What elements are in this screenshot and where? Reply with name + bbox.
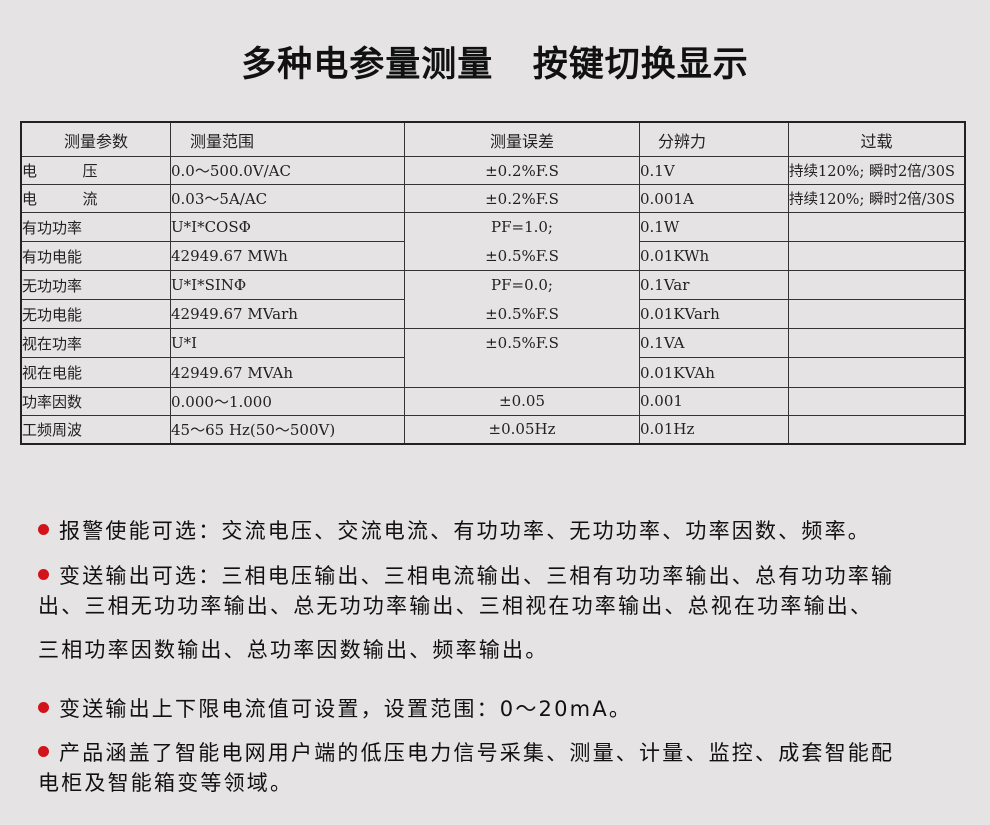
error-line: ±0.5%F.S — [485, 334, 559, 353]
header-param: 测量参数 — [20, 121, 171, 157]
error-cell: ±0.2%F.S — [404, 156, 640, 185]
bullet-text: 出、三相无功功率输出、总无功功率输出、三相视在功率输出、总视在功率输出、 — [38, 594, 874, 618]
param-cell: 有功电能 — [20, 241, 171, 272]
page-title: 多种电参量测量 按键切换显示 — [241, 45, 749, 85]
bullet-transmit-output: 变送输出可选：三相电压输出、三相电流输出、三相有功功率输出、总有功功率输 出、三… — [38, 562, 958, 664]
resolution-cell: 0.1Var — [639, 270, 789, 301]
resolution-cell: 0.01KWh — [639, 241, 789, 272]
resolution-cell: 0.1W — [639, 211, 789, 243]
table-row: 无功功率 U*I*SINΦ PF=0.0; ±0.5%F.S 0.1Var — [20, 270, 966, 330]
overload-cell: 持续120%; 瞬时2倍/30S — [788, 184, 966, 213]
error-line: PF=1.0; — [491, 218, 553, 236]
header-resolution: 分辨力 — [639, 121, 789, 157]
bullet-dot-icon — [38, 746, 49, 757]
table-header-row: 测量参数 测量范围 测量误差 分辨力 过载 — [20, 121, 966, 157]
table-row: 视在电能 42949.67 MVAh 0.01KVAh — [20, 357, 966, 388]
param-label: 电 压 — [22, 162, 98, 180]
error-line: ±0.5%F.S — [485, 304, 559, 323]
table-row: 有功电能 42949.67 MWh 0.01KWh — [20, 241, 966, 272]
param-cell: 无功功率 — [20, 270, 171, 301]
resolution-cell: 0.01Hz — [639, 414, 789, 445]
range-cell: 0.03～5A/AC — [170, 184, 405, 213]
range-cell: 42949.67 MVarh — [170, 299, 405, 330]
table-row: 功率因数 0.000～1.000 ±0.05 0.001 — [20, 386, 966, 416]
param-cell: 视在功率 — [20, 328, 171, 359]
resolution-cell: 0.001 — [639, 386, 789, 416]
error-cell: ±0.05Hz — [404, 414, 640, 445]
overload-cell — [788, 270, 966, 301]
bullet-text: 电柜及智能箱变等领域。 — [38, 771, 294, 795]
range-cell: 45～65 Hz(50～500V) — [170, 414, 405, 445]
overload-cell — [788, 414, 966, 445]
range-cell: 0.000～1.000 — [170, 386, 405, 416]
param-cell: 电 流 — [20, 184, 171, 213]
overload-cell — [788, 328, 966, 359]
overload-cell — [788, 299, 966, 330]
bullet-alarm: 报警使能可选：交流电压、交流电流、有功功率、无功功率、功率因数、频率。 — [38, 517, 958, 545]
table-row: 工频周波 45～65 Hz(50～500V) ±0.05Hz 0.01Hz — [20, 414, 966, 445]
table-row: 电 压 0.0～500.0V/AC ±0.2%F.S 0.1V 持续120%; … — [20, 156, 966, 185]
header-overload: 过载 — [788, 121, 966, 157]
bullet-text: 报警使能可选：交流电压、交流电流、有功功率、无功功率、功率因数、频率。 — [59, 519, 871, 543]
spec-table: 测量参数 测量范围 测量误差 分辨力 过载 电 压 0.0～500.0V/AC … — [20, 121, 966, 445]
bullet-text: 三相功率因数输出、总功率因数输出、频率输出。 — [38, 638, 549, 662]
header-error: 测量误差 — [404, 121, 640, 157]
range-cell: 0.0～500.0V/AC — [170, 156, 405, 185]
param-cell: 功率因数 — [20, 386, 171, 416]
resolution-cell: 0.01KVAh — [639, 357, 789, 388]
range-cell: U*I*COSΦ — [170, 211, 405, 243]
range-cell: 42949.67 MVAh — [170, 357, 405, 388]
range-cell: 42949.67 MWh — [170, 241, 405, 272]
bullet-text: 变送输出可选：三相电压输出、三相电流输出、三相有功功率输出、总有功功率输 — [59, 564, 895, 588]
param-cell: 无功电能 — [20, 299, 171, 330]
error-line: PF=0.0; — [491, 276, 553, 295]
overload-cell — [788, 211, 966, 243]
overload-cell — [788, 386, 966, 416]
error-line: ±0.5%F.S — [485, 246, 559, 265]
resolution-cell: 0.001A — [639, 184, 789, 213]
header-range: 测量范围 — [170, 121, 405, 157]
bullet-current-limit: 变送输出上下限电流值可设置，设置范围：0～20mA。 — [38, 695, 958, 723]
error-line — [405, 358, 639, 387]
table-row: 视在功率 U*I ±0.5%F.S 0.1VA — [20, 328, 966, 388]
resolution-cell: 0.01KVarh — [639, 299, 789, 330]
resolution-cell: 0.1VA — [639, 328, 789, 359]
error-cell-merged: PF=1.0; ±0.5%F.S — [404, 211, 640, 272]
overload-cell — [788, 241, 966, 272]
resolution-cell: 0.1V — [639, 156, 789, 185]
error-cell-merged: PF=0.0; ±0.5%F.S — [404, 270, 640, 330]
bullet-dot-icon — [38, 569, 49, 580]
bullet-text: 变送输出上下限电流值可设置，设置范围：0～20mA。 — [59, 697, 633, 721]
error-cell: ±0.05 — [404, 386, 640, 416]
param-cell: 电 压 — [20, 156, 171, 185]
overload-cell — [788, 357, 966, 388]
param-cell: 有功功率 — [20, 211, 171, 243]
error-cell: ±0.2%F.S — [404, 184, 640, 213]
param-cell: 工频周波 — [20, 414, 171, 445]
table-row: 无功电能 42949.67 MVarh 0.01KVarh — [20, 299, 966, 330]
range-cell: U*I — [170, 328, 405, 359]
bullet-dot-icon — [38, 702, 49, 713]
bullet-dot-icon — [38, 524, 49, 535]
bullet-product-scope: 产品涵盖了智能电网用户端的低压电力信号采集、测量、计量、监控、成套智能配 电柜及… — [38, 739, 958, 797]
param-label: 电 流 — [22, 190, 98, 208]
param-cell: 视在电能 — [20, 357, 171, 388]
error-cell-merged: ±0.5%F.S — [404, 328, 640, 388]
range-cell: U*I*SINΦ — [170, 270, 405, 301]
table-row: 电 流 0.03～5A/AC ±0.2%F.S 0.001A 持续120%; 瞬… — [20, 184, 966, 213]
table-row: 有功功率 U*I*COSΦ PF=1.0; ±0.5%F.S 0.1W — [20, 211, 966, 272]
overload-cell: 持续120%; 瞬时2倍/30S — [788, 156, 966, 185]
bullet-text: 产品涵盖了智能电网用户端的低压电力信号采集、测量、计量、监控、成套智能配 — [59, 741, 895, 765]
